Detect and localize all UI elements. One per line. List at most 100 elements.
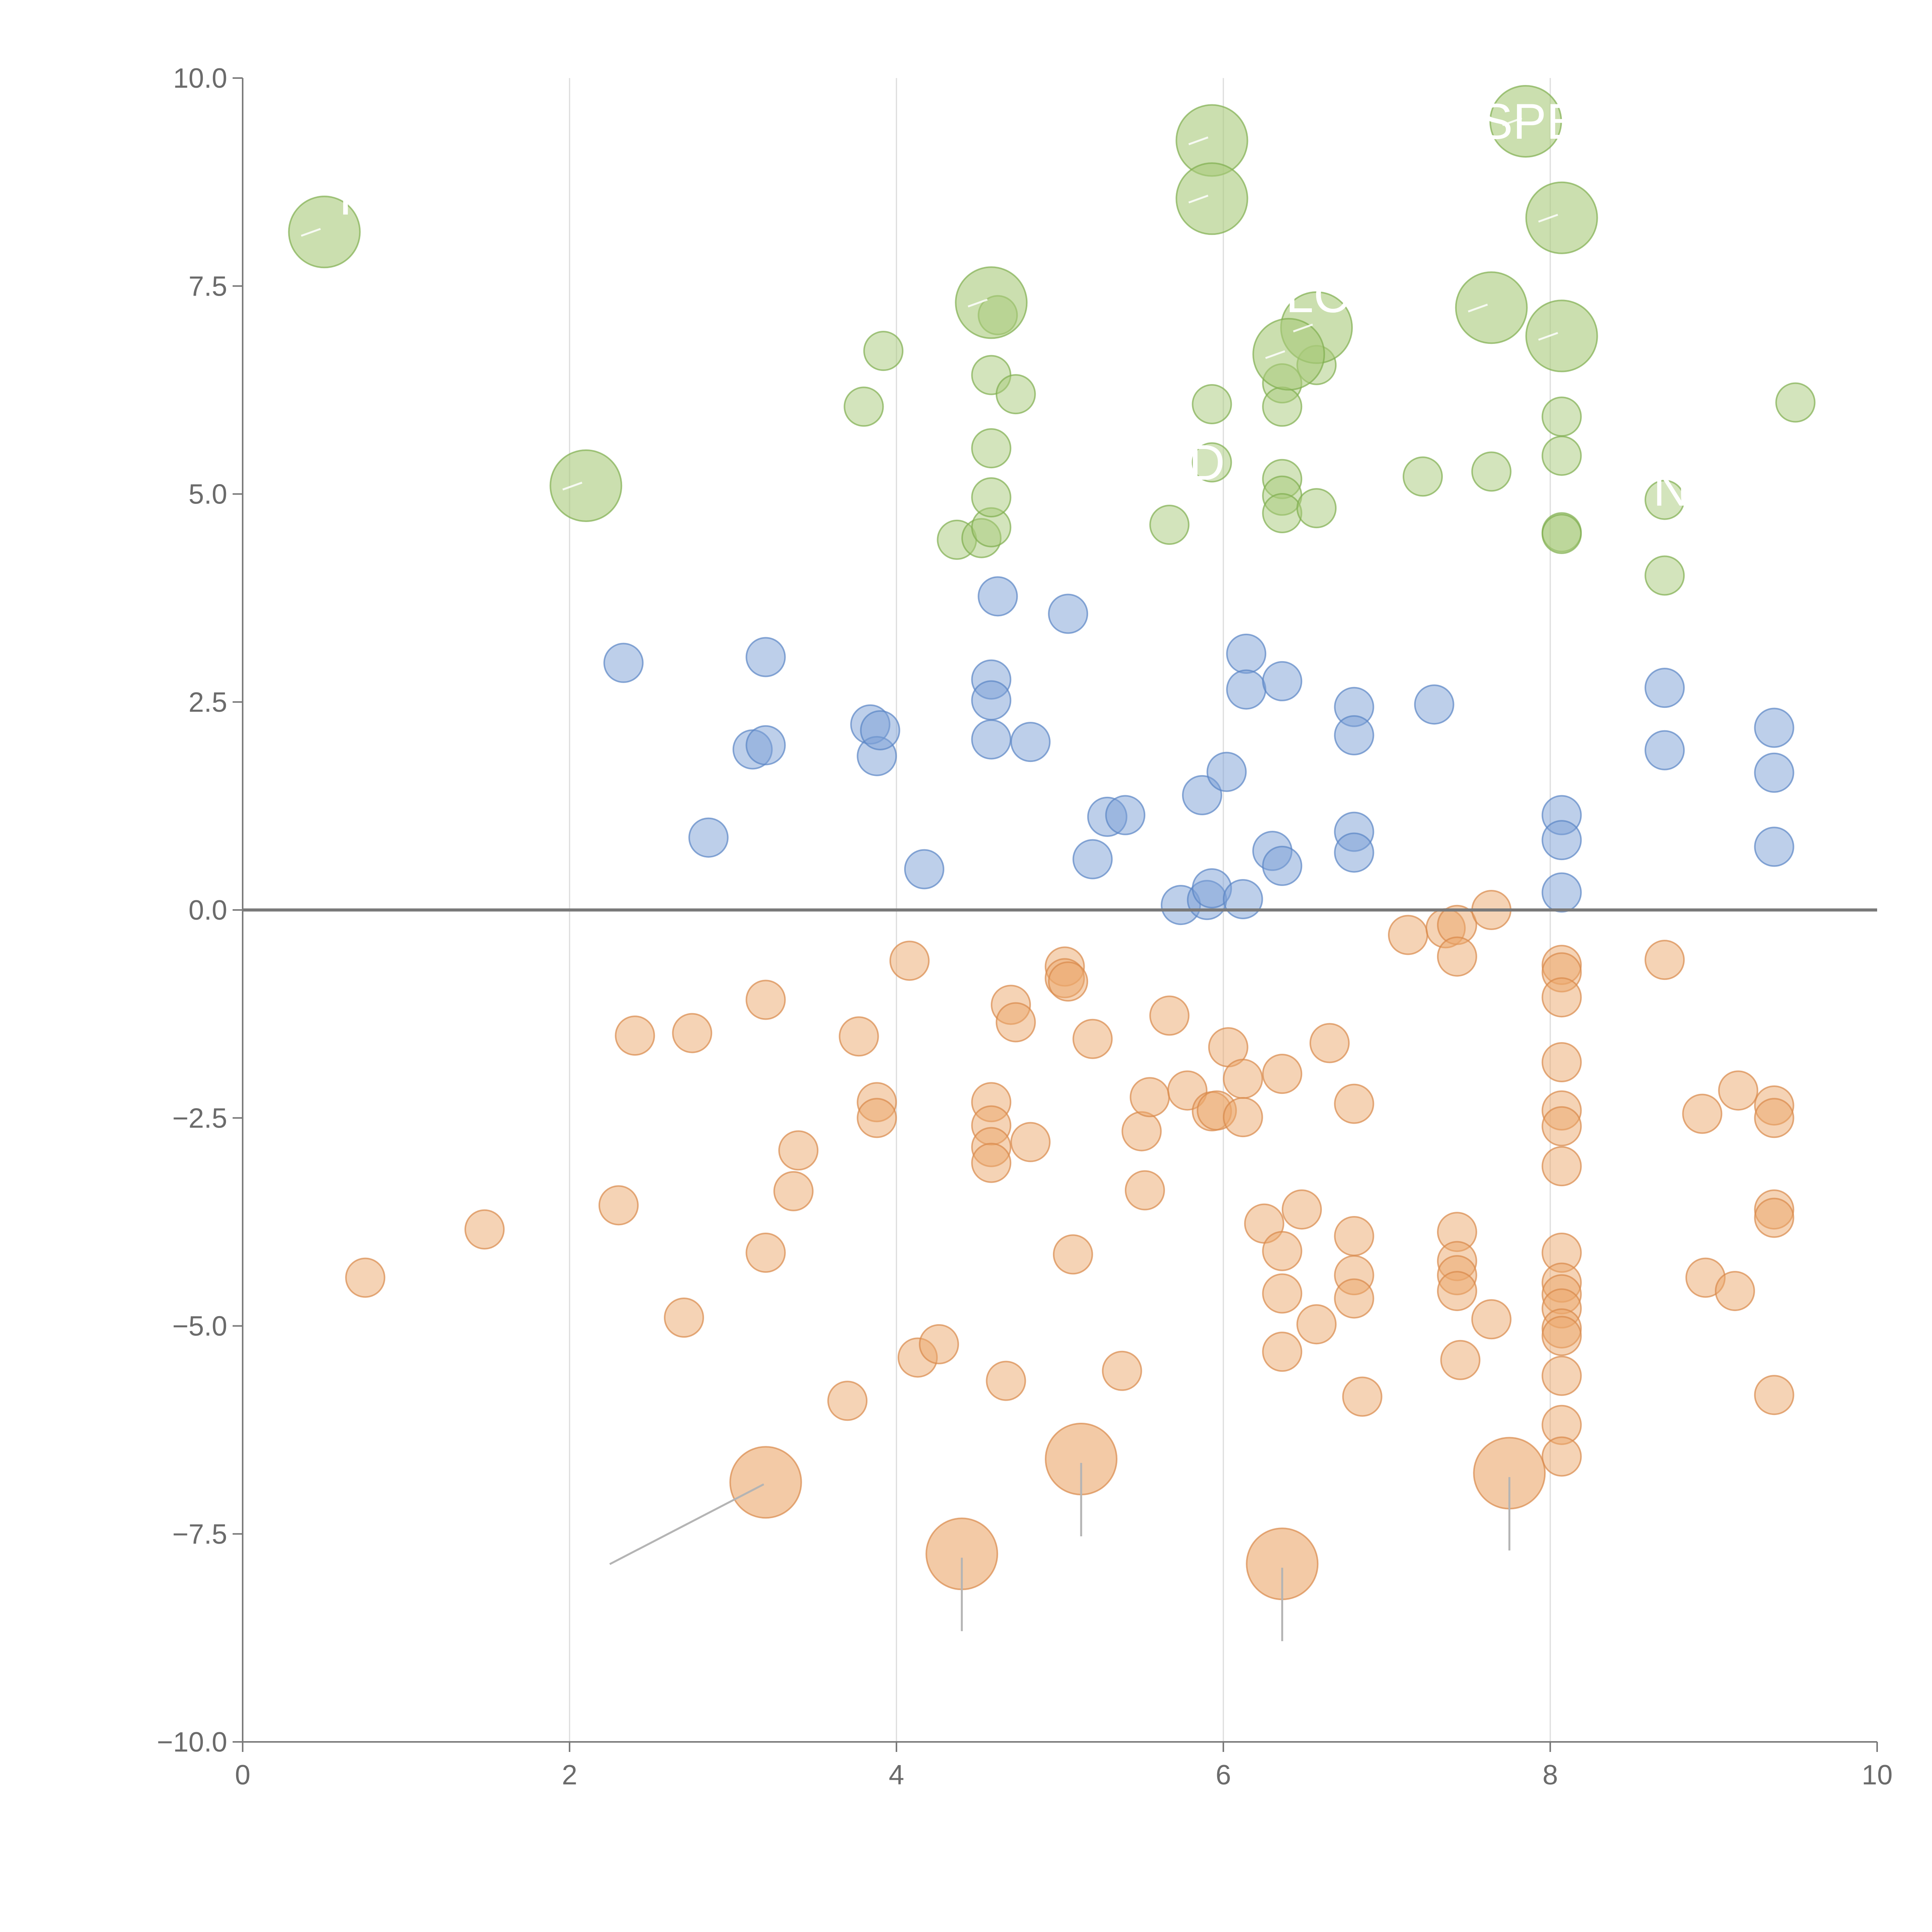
blue-point-38: [1645, 730, 1685, 770]
orange-point-50: [1334, 1216, 1374, 1256]
bubble-labels: SPE LC D N T: [330, 93, 1689, 517]
orange-point-27: [1048, 961, 1088, 1002]
orange-point-49: [1334, 1083, 1374, 1124]
orange-point-48: [1309, 1023, 1350, 1063]
orange-point-44: [1262, 1273, 1303, 1314]
leader-light-8: [1502, 117, 1522, 126]
orange-point-89: [1754, 1197, 1794, 1238]
leader-light-6: [1265, 350, 1286, 359]
blue-point-12: [978, 576, 1018, 617]
blue-point-15: [1072, 839, 1113, 879]
orange-point-9: [778, 1130, 819, 1171]
blue-point-10: [971, 680, 1012, 721]
orange-point-0: [345, 1257, 386, 1298]
green-point-12: [1192, 442, 1232, 483]
orange-point-57: [1437, 936, 1477, 977]
orange-point-61: [1437, 1271, 1477, 1311]
green-point-21: [1471, 451, 1512, 492]
green-large-point-4: [1175, 162, 1248, 235]
green-point-1: [863, 331, 904, 371]
orange-point-3: [615, 1015, 655, 1056]
orange-point-31: [1121, 1111, 1162, 1151]
orange-point-1: [464, 1209, 505, 1250]
orange-point-46: [1282, 1189, 1322, 1230]
orange-point-8: [773, 1171, 814, 1211]
orange-point-7: [745, 1233, 786, 1273]
green-large-point-10: [1525, 299, 1598, 372]
orange-point-71: [1541, 1146, 1582, 1187]
blue-point-1: [688, 817, 729, 858]
green-point-9: [995, 374, 1036, 415]
orange-point-32: [1124, 1170, 1165, 1211]
blue-point-30: [1334, 715, 1374, 755]
leader-light-9: [1538, 214, 1558, 223]
orange-point-84: [1714, 1271, 1755, 1311]
leader-lines: [301, 117, 1558, 1641]
orange-point-29: [1072, 1019, 1113, 1059]
orange-point-6: [745, 980, 786, 1020]
blue-point-13: [1010, 722, 1051, 762]
orange-point-11: [838, 1016, 879, 1057]
leader-light-5: [1293, 323, 1313, 333]
green-large-point-8: [1489, 85, 1562, 158]
blue-point-3: [745, 637, 786, 677]
blue-point-37: [1645, 668, 1685, 708]
orange-point-23: [995, 1002, 1036, 1043]
blue-point-33: [1414, 684, 1454, 725]
green-point-28: [1775, 382, 1816, 423]
blue-point-27: [1262, 661, 1303, 701]
green-large-point-7: [1455, 271, 1528, 344]
orange-point-4: [664, 1297, 704, 1338]
leader-light-0: [301, 228, 321, 237]
orange-point-82: [1682, 1094, 1723, 1134]
orange-point-77: [1541, 1316, 1582, 1356]
blue-point-0: [603, 643, 644, 683]
y-tick-label-1: −7.5: [172, 1519, 227, 1550]
green-large-point-9: [1525, 181, 1598, 254]
orange-point-39: [1223, 1059, 1263, 1099]
blue-point-32: [1334, 832, 1374, 873]
bubble-label-4: T: [330, 169, 361, 225]
y-tick-label-8: 10.0: [173, 63, 227, 94]
blue-point-40: [1754, 752, 1794, 793]
leader-light-7: [1468, 303, 1488, 313]
blue-point-35: [1541, 820, 1582, 861]
green-large-point-2: [955, 266, 1028, 339]
x-tick-label-3: 6: [1216, 1760, 1231, 1791]
bubble-label-0: SPE: [1480, 93, 1580, 150]
green-point-10: [1149, 505, 1190, 545]
blue-point-11: [971, 719, 1012, 760]
blue-point-17: [1105, 795, 1146, 835]
orange-point-21: [986, 1361, 1026, 1401]
blue-point-39: [1754, 707, 1794, 748]
orange-point-87: [1754, 1098, 1794, 1138]
y-tick-label-0: −10.0: [157, 1727, 227, 1758]
x-tick-label-2: 4: [889, 1760, 904, 1791]
bubble-label-2: D: [1189, 434, 1225, 491]
green-large-point-6: [1252, 318, 1325, 391]
orange-point-40: [1223, 1097, 1263, 1138]
blue-point-25: [1226, 669, 1267, 710]
blue-point-4: [745, 725, 786, 765]
green-point-11: [1192, 384, 1232, 424]
orange-point-64: [1471, 1299, 1512, 1340]
bubble-series: [345, 295, 1816, 1477]
leader-light-4: [1188, 194, 1209, 204]
orange-point-62: [1440, 1340, 1481, 1380]
blue-point-24: [1226, 633, 1267, 674]
orange-point-5: [672, 1013, 713, 1053]
blue-point-23: [1223, 879, 1263, 920]
orange-point-67: [1541, 977, 1582, 1018]
green-point-23: [1541, 435, 1582, 476]
y-tick-label-5: 2.5: [189, 687, 227, 718]
orange-point-10: [827, 1381, 868, 1421]
green-point-20: [1403, 456, 1443, 497]
orange-point-33: [1129, 1077, 1170, 1117]
orange-point-90: [1754, 1375, 1794, 1415]
x-tick-label-0: 0: [235, 1760, 250, 1791]
blue-point-22: [1206, 752, 1247, 792]
orange-point-34: [1149, 995, 1190, 1036]
x-tick-label-1: 2: [562, 1760, 577, 1791]
y-tick-label-2: −5.0: [172, 1311, 227, 1342]
